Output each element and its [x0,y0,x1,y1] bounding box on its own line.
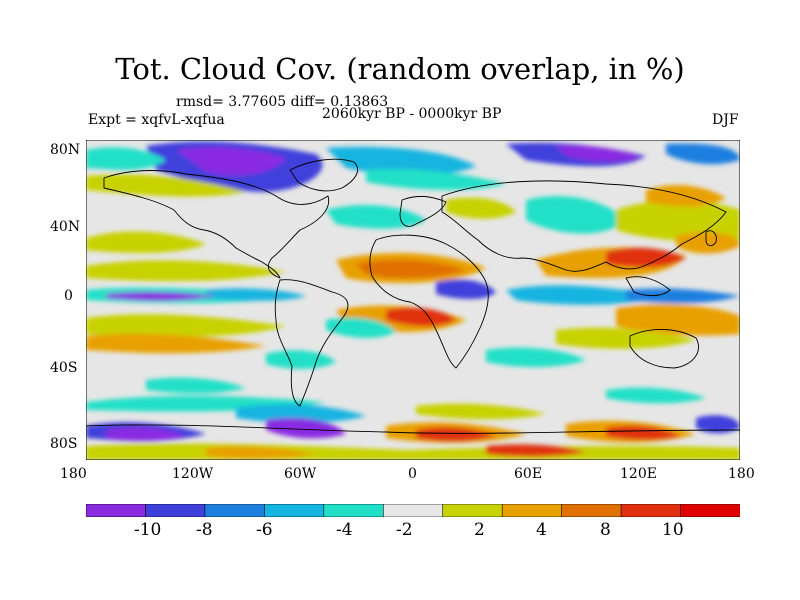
colorbar-label: -6 [256,520,273,540]
colorbar-label: -8 [196,520,213,540]
coastlines [86,158,740,434]
colorbar-swatch [680,503,741,518]
colorbar-swatch [442,503,503,518]
stats-text: rmsd= 3.77605 diff= 0.13863 [176,94,389,110]
x-tick: 120E [620,466,657,482]
experiment-label: Expt = xqfvL-xqfua [88,112,225,128]
x-tick: 120W [172,466,214,482]
colorbar-swatch [620,503,682,518]
colorbar-label: 10 [662,520,684,540]
colorbar-label: 8 [600,520,611,540]
colorbar-label: -10 [134,520,162,540]
cloud-cover-map [86,140,740,460]
x-tick: 60E [514,466,543,482]
colorbar-label: -4 [336,520,353,540]
map-title: Tot. Cloud Cov. (random overlap, in %) [115,52,685,86]
y-tick: 80S [50,436,78,452]
period-label: 2060kyr BP - 0000kyr BP [322,106,502,122]
y-tick: 40S [50,360,78,376]
colorbar-swatch [264,503,325,518]
colorbar-swatch [85,503,147,518]
colorbar-swatch [561,503,622,518]
y-tick: 80N [50,142,81,158]
colorbar-label: 2 [474,520,485,540]
y-tick: 0 [64,288,73,304]
colorbar-swatch [145,503,206,518]
x-tick: 0 [408,466,417,482]
colorbar-label: 4 [536,520,547,540]
colorbar-swatch [204,503,266,518]
colorbar-swatches [85,503,741,518]
colorbar-swatch [501,503,563,518]
x-tick: 60W [284,466,317,482]
colorbar-swatch [382,503,444,518]
x-tick: 180 [728,466,755,482]
colorbar-label: -2 [396,520,413,540]
season-label: DJF [712,112,739,128]
y-tick: 40N [50,219,81,235]
colorbar [85,502,741,518]
x-tick: 180 [60,466,87,482]
colorbar-swatch [323,503,385,518]
